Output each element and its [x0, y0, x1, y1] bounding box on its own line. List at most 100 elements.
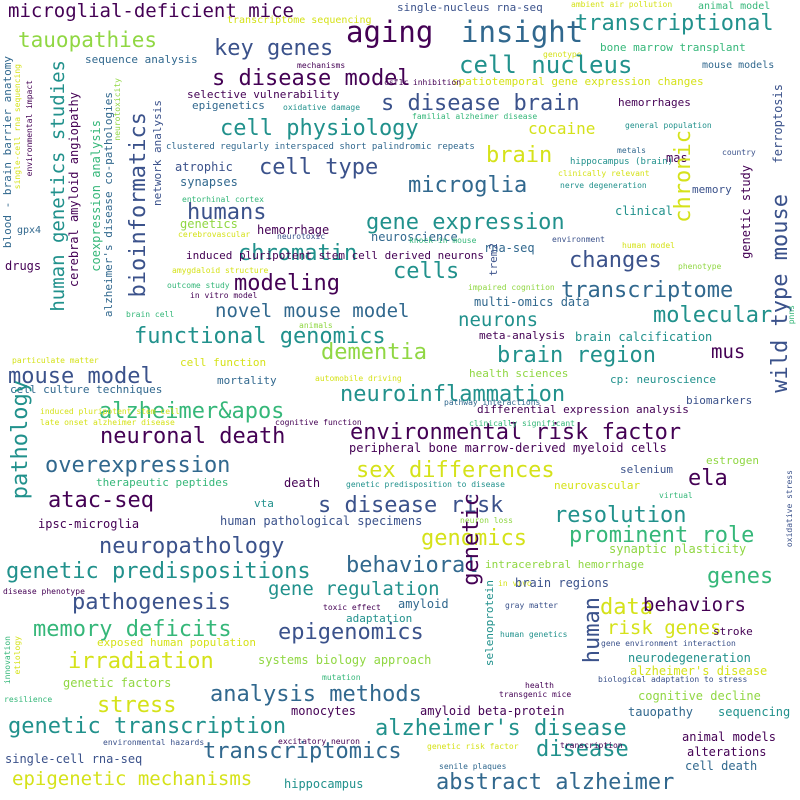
word: particulate matter [12, 356, 99, 365]
word: brain regions [515, 576, 609, 590]
word: microglial-deficient mice [8, 0, 294, 22]
word: aging [346, 15, 434, 49]
word: systems biology approach [258, 653, 432, 667]
word: novel mouse model [215, 300, 410, 322]
word: vta [254, 497, 274, 510]
word: s disease model [212, 66, 411, 91]
word: data [600, 595, 653, 620]
word: drugs [5, 259, 42, 273]
word: tauopathies [18, 28, 158, 52]
word: ipsc-microglia [38, 517, 140, 531]
word: selenium [620, 463, 673, 476]
word: behavioral [346, 553, 479, 578]
word: hemorrhages [618, 96, 691, 109]
word: environmental risk factor [350, 420, 682, 445]
word: mutation [322, 673, 361, 682]
word: memory deficits [33, 617, 232, 642]
word: toxic effect [323, 603, 381, 612]
word: animal models [682, 730, 776, 744]
word: alterations [687, 745, 767, 759]
word: cognitive decline [638, 689, 761, 703]
word: cerebral amyloid angiopathy [67, 92, 81, 288]
word: rna-seq [484, 241, 535, 255]
word: single-cell rna sequencing [13, 64, 22, 190]
word: dementia [321, 340, 427, 365]
word: clinically relevant [558, 169, 650, 178]
word: oxidative damage [283, 103, 361, 112]
word: pathway interactions [444, 398, 541, 407]
word: mas [666, 151, 688, 165]
word: epigenomics [278, 620, 424, 645]
word: peripheral bone marrow-derived myeloid c… [349, 441, 667, 455]
word: neurotoxic [277, 232, 326, 241]
word: outcome study [167, 281, 230, 290]
word: alzheimer's disease [375, 716, 627, 741]
word: pathogenesis [72, 590, 231, 615]
word: transcriptome sequencing [227, 15, 372, 26]
word: environment [552, 235, 605, 244]
word: impaired cognition [468, 283, 555, 292]
word: behaviors [643, 594, 746, 616]
word: cell culture techniques [10, 383, 163, 396]
word: therapeutic peptides [96, 476, 229, 489]
word: biological adaptation to stress [598, 675, 748, 684]
word: chromatin [238, 241, 358, 266]
word: gene environment interaction [601, 639, 736, 648]
word: mus [711, 341, 746, 363]
word: clustered regularly interspaced short pa… [166, 142, 475, 152]
word: adaptation [346, 612, 413, 625]
word: innovation [3, 636, 12, 685]
word: cp: neuroscience [610, 373, 716, 386]
word: risk genes [607, 617, 722, 639]
word: general population [625, 121, 712, 130]
word: estrogen [706, 454, 759, 467]
word: death [284, 476, 321, 490]
word: bone marrow transplant [600, 41, 746, 54]
word: neuron loss [460, 516, 513, 525]
word: irradiation [68, 649, 214, 674]
word: single-nucleus rna-seq [397, 1, 543, 14]
word: cells [393, 259, 460, 284]
word: metals [617, 146, 646, 155]
word: blood - brain barrier anatomy [1, 56, 14, 249]
word: trem2 [487, 243, 500, 277]
word: etiology [13, 636, 22, 675]
word: neurotoxicity [113, 78, 122, 141]
word: mouse models [702, 60, 775, 71]
word: country [722, 148, 756, 157]
word: neuropathology [99, 534, 285, 559]
word: overexpression [45, 453, 231, 478]
word: synaptic plasticity [609, 542, 747, 556]
word: transcriptional [575, 11, 774, 36]
word: hippocampus [284, 777, 364, 791]
word: brain [486, 143, 553, 168]
word: human pathological specimens [220, 514, 423, 528]
word: prominent role [569, 523, 755, 548]
word: amyloid [398, 597, 449, 611]
word: mouse model [8, 364, 154, 389]
word: sex differences [356, 458, 555, 483]
word: s disease risk [318, 493, 504, 518]
word: sequence analysis [85, 53, 198, 66]
word: genomics [421, 526, 527, 551]
word: alzheimer's disease [630, 664, 768, 678]
word: neurons [458, 309, 539, 331]
word: animals [299, 321, 333, 330]
word: environmental impact [25, 80, 34, 177]
word: intracerebral hemorrhage [485, 558, 644, 571]
word: microglia [408, 173, 528, 198]
word: cell type [259, 155, 379, 180]
word: molecular [653, 303, 773, 328]
word: pathology [8, 380, 33, 500]
word: late onset alzheimer disease [40, 418, 175, 427]
word: stress [97, 693, 177, 718]
word: genetic study [739, 165, 753, 259]
word: human genetics [500, 630, 568, 639]
word: sequencing [718, 705, 791, 719]
word: csf1r inhibition [384, 78, 462, 87]
word: ela [688, 466, 728, 491]
word: hippocampus (brain) [570, 157, 673, 167]
word: genetic predispositions [6, 559, 311, 584]
word: familial alzheimer disease [412, 112, 538, 121]
word: bioinformatics [126, 112, 151, 298]
